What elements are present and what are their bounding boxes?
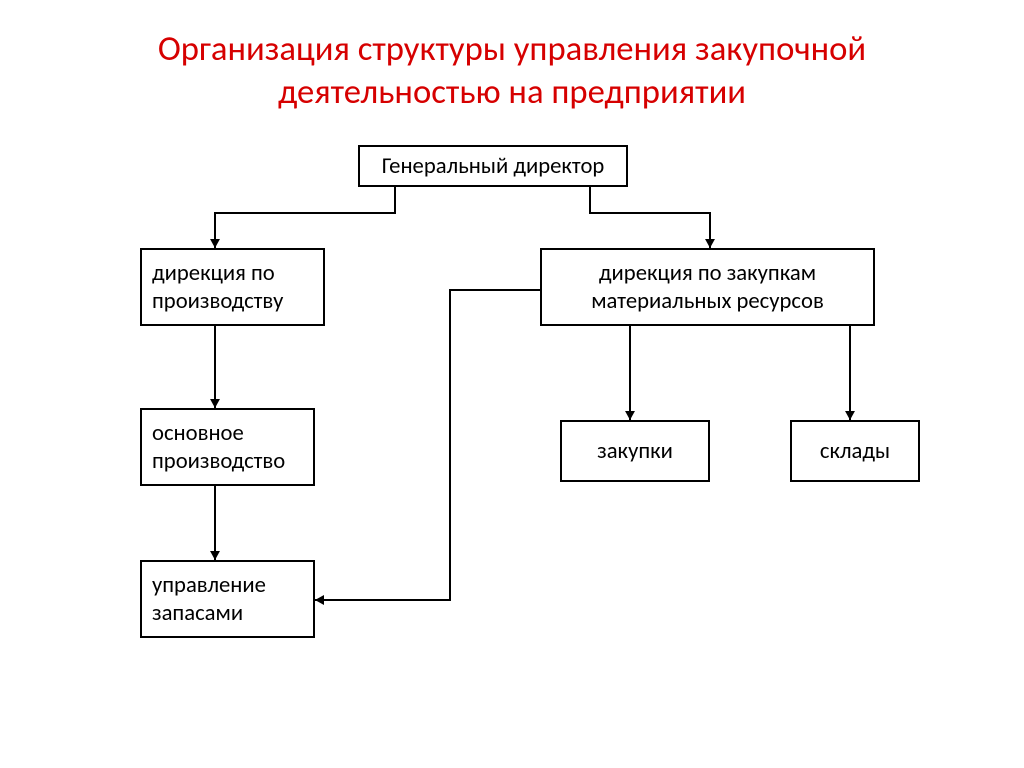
diagram-canvas: { "chart": { "type": "org-chart", "backg… bbox=[0, 0, 1024, 768]
node-main-production-label: основное производство bbox=[152, 419, 303, 476]
node-purchases: закупки bbox=[560, 420, 710, 482]
node-production-directorate: дирекция по производству bbox=[140, 248, 325, 326]
node-purchasing-directorate-label: дирекция по закупкам материальных ресурс… bbox=[552, 259, 863, 316]
node-main-production: основное производство bbox=[140, 408, 315, 486]
node-production-directorate-label: дирекция по производству bbox=[152, 259, 313, 316]
node-ceo-label: Генеральный директор bbox=[382, 152, 605, 180]
node-ceo: Генеральный директор bbox=[358, 145, 628, 187]
node-purchasing-directorate: дирекция по закупкам материальных ресурс… bbox=[540, 248, 875, 326]
node-purchases-label: закупки bbox=[597, 437, 673, 465]
node-stock-management-label: управление запасами bbox=[152, 571, 303, 628]
diagram-title: Организация структуры управления закупоч… bbox=[0, 28, 1024, 115]
diagram-title-line1: Организация структуры управления закупоч… bbox=[0, 28, 1024, 71]
edges-layer bbox=[0, 0, 1024, 768]
node-stock-management: управление запасами bbox=[140, 560, 315, 638]
diagram-title-line2: деятельностью на предприятии bbox=[0, 71, 1024, 114]
node-warehouses-label: склады bbox=[820, 437, 890, 465]
node-warehouses: склады bbox=[790, 420, 920, 482]
